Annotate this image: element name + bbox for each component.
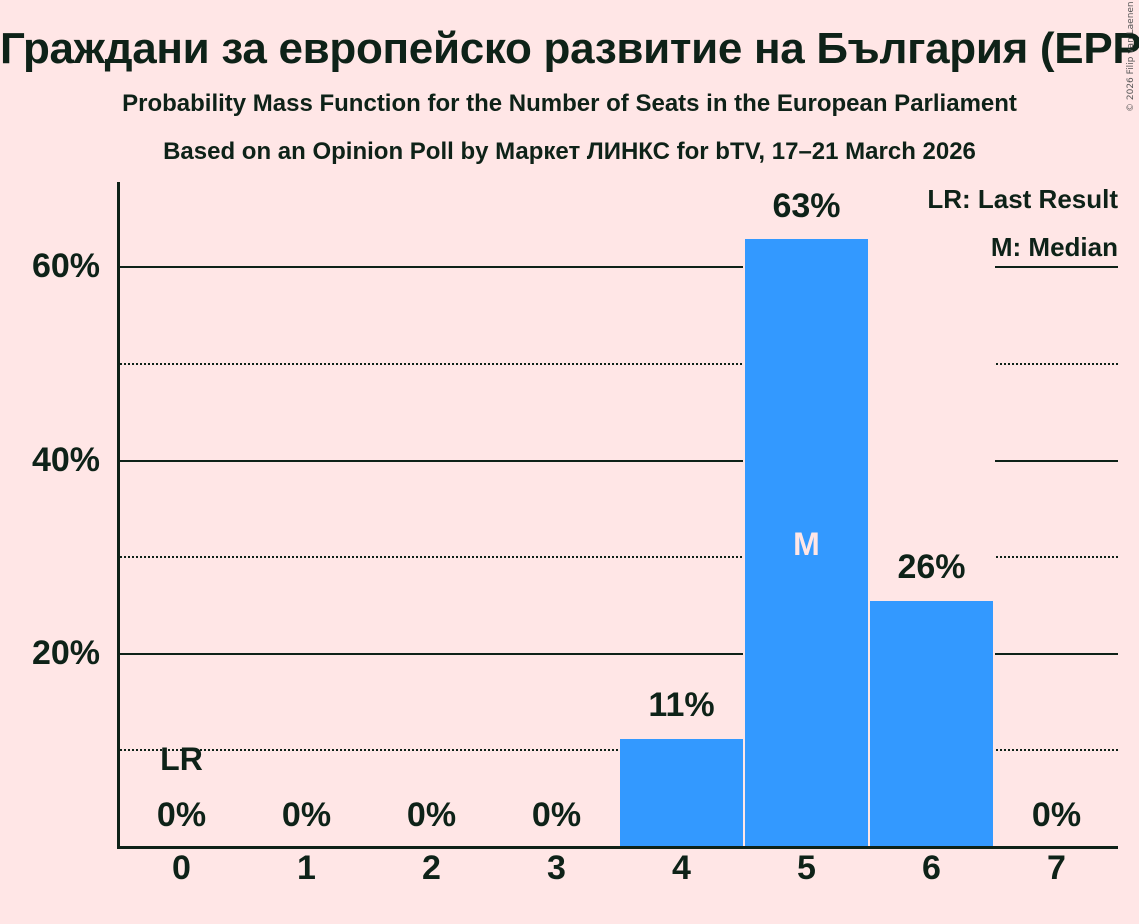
bar-label-2: 0% [406,796,457,834]
median-marker: M [793,526,820,562]
x-tick-5: 5 [797,849,816,887]
bar-5-seats[interactable] [745,239,868,847]
bar-6-seats[interactable] [870,601,993,847]
gridline-40 [120,460,1118,462]
x-tick-6: 6 [922,849,941,887]
x-tick-3: 3 [547,849,566,887]
gridline-50 [120,363,1118,365]
legend-median: M: Median [984,232,1118,263]
y-tick-40: 40% [31,441,100,479]
bar-label-7: 0% [1031,796,1082,834]
bar-label-3: 0% [531,796,582,834]
bar-label-6: 26% [897,548,966,586]
y-axis [117,182,120,849]
x-tick-7: 7 [1047,849,1066,887]
x-tick-1: 1 [297,849,316,887]
chart-title: Граждани за европейско развитие на Бълга… [0,24,1139,73]
x-tick-2: 2 [422,849,441,887]
bar-label-4: 11% [648,686,715,724]
bar-4-seats[interactable] [620,739,743,847]
x-axis [117,846,1118,849]
bar-label-1: 0% [281,796,332,834]
chart-source: Based on an Opinion Poll by Маркет ЛИНКС… [163,138,976,165]
y-tick-20: 20% [31,634,100,672]
last-result-marker: LR [160,741,203,777]
y-tick-60: 60% [31,247,100,285]
gridline-60 [120,266,1118,268]
gridline-20 [120,653,1118,655]
chart-subtitle: Probability Mass Function for the Number… [122,90,1017,117]
x-tick-0: 0 [172,849,191,887]
x-tick-4: 4 [672,849,691,887]
gridline-30 [120,556,1118,558]
bar-label-5: 63% [772,187,841,225]
legend-last-result: LR: Last Result [921,184,1118,215]
bar-label-0: 0% [156,796,207,834]
